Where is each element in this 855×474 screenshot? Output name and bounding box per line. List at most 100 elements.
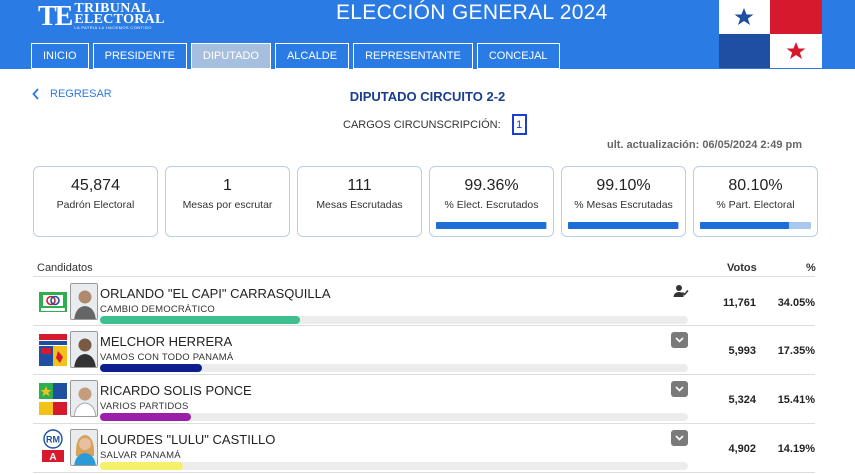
- col-candidatos: Candidatos: [37, 262, 93, 274]
- vote-share-fill: [100, 413, 191, 421]
- back-link[interactable]: REGRESAR: [32, 88, 112, 100]
- rm-party-logo-icon: RM A: [42, 429, 64, 463]
- chevron-down-icon: [675, 435, 684, 441]
- expand-button[interactable]: [671, 381, 688, 397]
- stats-cards: 45,874 Padrón Electoral 1 Mesas por escr…: [33, 166, 818, 237]
- stat-label: % Mesas Escrutadas: [574, 199, 673, 211]
- chevron-left-icon: [32, 88, 39, 100]
- candidate-votes: 5,324: [728, 394, 756, 406]
- tab-concejal[interactable]: CONCEJAL: [476, 43, 560, 69]
- party-name: CAMBIO DEMOCRÁTICO: [100, 304, 215, 315]
- main-nav: INICIO PRESIDENTE DIPUTADO ALCALDE REPRE…: [31, 43, 560, 69]
- back-label: REGRESAR: [50, 88, 112, 100]
- candidate-votes: 11,761: [722, 297, 756, 309]
- party-name: SALVAR PANAMÁ: [100, 450, 181, 461]
- logo-mark: TE: [38, 1, 73, 32]
- vote-share-fill: [100, 316, 301, 324]
- stat-card-part-electoral: 80.10% % Part. Electoral: [693, 166, 818, 237]
- tab-presidente[interactable]: PRESIDENTE: [92, 43, 187, 69]
- divider: [33, 276, 815, 277]
- progress-fill: [436, 222, 547, 229]
- stat-card-mesas-por-escrutar: 1 Mesas por escrutar: [165, 166, 290, 237]
- app-title: ELECCIÓN GENERAL 2024: [336, 1, 608, 24]
- candidate-row[interactable]: ORLANDO "EL CAPI" CARRASQUILLA CAMBIO DE…: [33, 280, 815, 328]
- candidate-row[interactable]: MELCHOR HERRERA VAMOS CON TODO PANAMÁ 5,…: [33, 328, 815, 376]
- stat-card-mesas-escrutadas: 111 Mesas Escrutadas: [297, 166, 422, 237]
- candidate-pct: 17.35%: [777, 345, 815, 357]
- candidate-votes: 5,993: [728, 345, 756, 357]
- stat-value: 1: [223, 177, 232, 194]
- vote-share-track: [100, 462, 688, 470]
- tribunal-electoral-logo[interactable]: TE TRIBUNAL ELECTORAL LA PATRIA LA HACEM…: [38, 1, 165, 32]
- candidate-row[interactable]: RM A LOURDES "LULU" CASTILLO SALVAR PANA…: [33, 426, 815, 474]
- person-photo-icon: [71, 332, 97, 367]
- candidate-name: LOURDES "LULU" CASTILLO: [100, 432, 276, 447]
- col-votos: Votos: [727, 262, 757, 274]
- tab-representante[interactable]: REPRESENTANTE: [353, 43, 473, 69]
- top-header: TE TRIBUNAL ELECTORAL LA PATRIA LA HACEM…: [0, 0, 855, 69]
- candidate-photo: [70, 331, 98, 368]
- tab-alcalde[interactable]: ALCALDE: [274, 43, 350, 69]
- stat-label: Mesas Escrutadas: [316, 199, 403, 211]
- vote-share-fill: [100, 462, 184, 470]
- candidate-pct: 14.19%: [777, 443, 815, 455]
- tab-diputado[interactable]: DIPUTADO: [190, 43, 271, 69]
- progress-bar: [568, 222, 679, 229]
- tab-inicio[interactable]: INICIO: [31, 43, 89, 69]
- progress-bar: [436, 222, 547, 229]
- chevron-down-icon: [675, 337, 684, 343]
- progress-fill: [700, 222, 789, 229]
- page-title: DIPUTADO CIRCUITO 2-2: [349, 89, 506, 104]
- divider: [33, 325, 815, 326]
- cargos-label: CARGOS CIRCUNSCRIPCIÓN:: [343, 118, 501, 131]
- stat-card-elect-escrutados: 99.36% % Elect. Escrutados: [429, 166, 554, 237]
- candidate-photo: [70, 283, 98, 320]
- candidate-pct: 34.05%: [777, 297, 815, 309]
- candidate-name: ORLANDO "EL CAPI" CARRASQUILLA: [100, 286, 331, 301]
- candidate-name: RICARDO SOLIS PONCE: [100, 383, 252, 398]
- vote-share-track: [100, 316, 688, 324]
- cambio-democratico-logo-icon: [39, 292, 67, 312]
- multi-party-logo-icon: [39, 334, 67, 366]
- elected-user-check-icon: [673, 285, 689, 297]
- stat-label: % Part. Electoral: [716, 199, 795, 211]
- candidate-pct: 15.41%: [777, 394, 815, 406]
- stat-card-padron: 45,874 Padrón Electoral: [33, 166, 158, 237]
- person-photo-icon: [71, 430, 97, 465]
- stat-value: 45,874: [71, 177, 120, 194]
- progress-fill: [568, 222, 678, 229]
- divider: [33, 472, 815, 473]
- svg-text:RM: RM: [46, 435, 60, 445]
- stat-value: 111: [347, 177, 372, 194]
- expand-button[interactable]: [671, 430, 688, 446]
- chevron-down-icon: [675, 386, 684, 392]
- candidate-votes: 4,902: [728, 443, 756, 455]
- candidate-photo: [70, 380, 98, 417]
- logo-words: TRIBUNAL ELECTORAL LA PATRIA LA HACEMOS …: [74, 2, 165, 31]
- stat-label: Padrón Electoral: [56, 199, 135, 211]
- multi-party-logo-icon: [39, 383, 67, 415]
- logo-tagline: LA PATRIA LA HACEMOS CONTIGO: [74, 25, 152, 30]
- cargos-value-button[interactable]: 1: [511, 114, 527, 135]
- panama-flag-icon: [719, 0, 822, 68]
- vote-share-track: [100, 364, 688, 372]
- person-photo-icon: [71, 381, 97, 416]
- stat-value: 80.10%: [728, 177, 783, 194]
- vote-share-fill: [100, 364, 203, 372]
- candidate-row[interactable]: RICARDO SOLIS PONCE VARIOS PARTIDOS 5,32…: [33, 377, 815, 425]
- candidate-photo: [70, 429, 98, 466]
- party-name: VAMOS CON TODO PANAMÁ: [100, 352, 234, 363]
- svg-text:A: A: [49, 452, 56, 463]
- stat-value: 99.36%: [464, 177, 519, 194]
- expand-button[interactable]: [671, 332, 688, 348]
- stat-label: Mesas por escrutar: [182, 199, 273, 211]
- party-name: VARIOS PARTIDOS: [100, 401, 189, 412]
- vote-share-track: [100, 413, 688, 421]
- last-updated: ult. actualización: 06/05/2024 2:49 pm: [606, 139, 802, 151]
- col-pct: %: [806, 262, 816, 274]
- person-photo-icon: [71, 284, 97, 319]
- logo-line2: ELECTORAL: [74, 12, 165, 27]
- stat-label: % Elect. Escrutados: [444, 199, 539, 211]
- candidate-name: MELCHOR HERRERA: [100, 334, 233, 349]
- divider: [33, 374, 815, 375]
